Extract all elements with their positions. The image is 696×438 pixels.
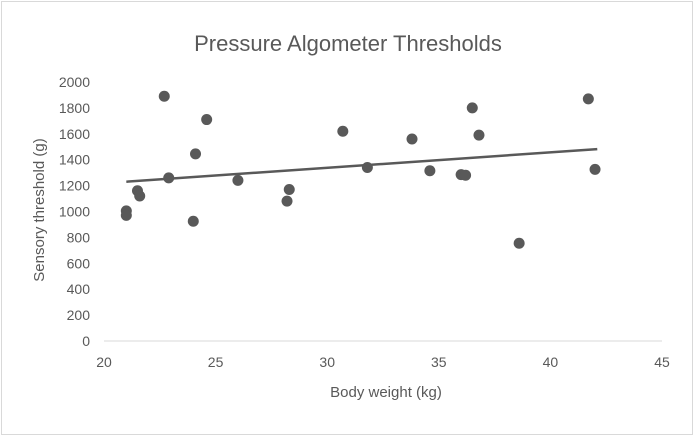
- data-points: [120, 90, 601, 249]
- data-point: [281, 195, 293, 207]
- x-tick-label: 35: [431, 354, 447, 370]
- data-point: [361, 161, 373, 173]
- y-tick-label: 1200: [59, 178, 90, 194]
- data-point: [589, 163, 601, 175]
- chart-title: Pressure Algometer Thresholds: [194, 31, 502, 56]
- data-point: [337, 125, 349, 137]
- data-point: [190, 148, 202, 160]
- data-point: [232, 174, 244, 186]
- x-tick-label: 40: [543, 354, 559, 370]
- data-point: [513, 237, 525, 249]
- data-point: [201, 114, 213, 126]
- data-point: [187, 215, 199, 227]
- data-point: [460, 169, 472, 181]
- y-tick-label: 1600: [59, 126, 90, 142]
- data-point: [466, 102, 478, 114]
- data-point: [283, 183, 295, 195]
- y-axis-ticks: 0 200 400 600 800 1000 1200 1400 1600 1800 2000: [59, 74, 90, 349]
- y-tick-label: 1800: [59, 100, 90, 116]
- y-tick-label: 200: [67, 307, 91, 323]
- data-point: [134, 190, 146, 202]
- trendline: [126, 147, 598, 183]
- data-point: [158, 90, 170, 102]
- y-axis-title: Sensory threshold (g): [31, 138, 48, 281]
- x-tick-label: 25: [208, 354, 224, 370]
- x-tick-label: 30: [319, 354, 335, 370]
- data-point: [582, 93, 594, 105]
- x-axis-title: Body weight (kg): [330, 384, 442, 401]
- y-tick-label: 2000: [59, 74, 90, 90]
- y-tick-label: 800: [67, 229, 91, 245]
- y-tick-label: 400: [67, 281, 91, 297]
- y-tick-label: 1400: [59, 152, 90, 168]
- y-tick-label: 600: [67, 255, 91, 271]
- x-tick-label: 20: [96, 354, 112, 370]
- data-point: [406, 133, 418, 145]
- data-point: [424, 165, 436, 177]
- x-axis-ticks: 20 25 30 35 40 45: [96, 354, 670, 370]
- data-point: [163, 172, 175, 184]
- x-tick-label: 45: [654, 354, 670, 370]
- y-tick-label: 1000: [59, 204, 90, 220]
- data-point: [120, 209, 132, 221]
- data-point: [473, 129, 485, 141]
- y-tick-label: 0: [82, 333, 90, 349]
